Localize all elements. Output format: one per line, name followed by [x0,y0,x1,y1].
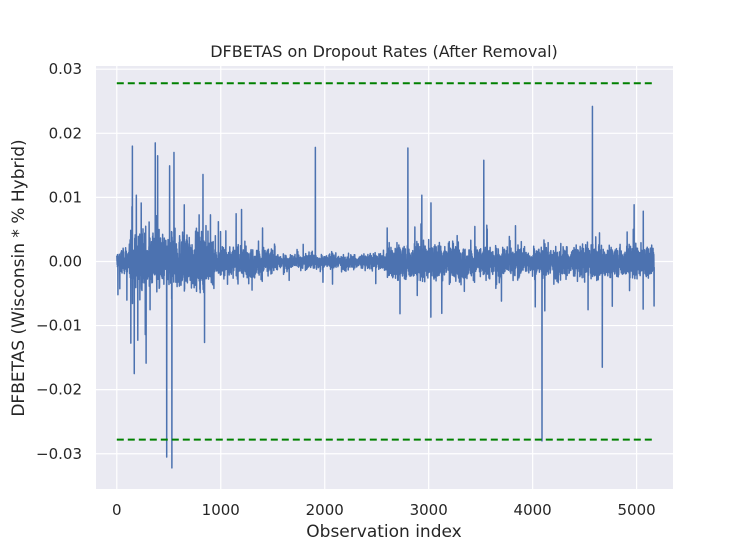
y-tick-label: 0.00 [49,252,82,270]
x-tick-label: 4000 [514,501,552,519]
x-tick-label: 1000 [202,501,240,519]
y-tick-label: 0.03 [49,60,82,78]
x-tick-label: 2000 [306,501,344,519]
y-tick-label: 0.01 [49,188,82,206]
y-axis-ticks: 0.03 0.02 0.01 0.00 −0.01 −0.02 −0.03 [36,60,82,463]
grid-lines [96,66,673,489]
y-tick-label: −0.02 [36,381,82,399]
y-tick-label: −0.01 [36,317,82,335]
y-tick-label: 0.02 [49,124,82,142]
y-tick-label: −0.03 [36,445,82,463]
x-tick-label: 0 [112,501,122,519]
x-axis-label: Observation index [306,522,461,542]
chart-title: DFBETAS on Dropout Rates (After Removal) [210,42,558,61]
dfbetas-series-line [116,105,655,469]
x-tick-label: 3000 [410,501,448,519]
x-tick-label: 5000 [618,501,656,519]
y-axis-label: DFBETAS (Wisconsin * % Hybrid) [9,139,29,416]
series-layer [116,105,655,469]
x-axis-ticks: 0 1000 2000 3000 4000 5000 [112,501,656,519]
threshold-layer [116,82,655,441]
